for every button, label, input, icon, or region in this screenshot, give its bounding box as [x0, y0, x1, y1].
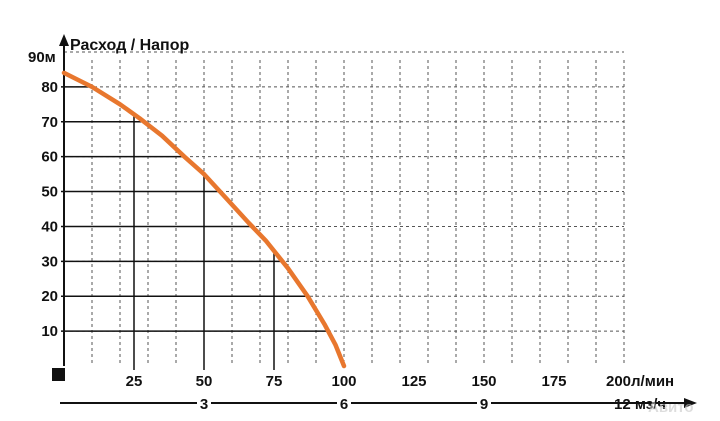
m3h-tick-label: 12 мз/ч	[614, 396, 666, 413]
curve-layer	[61, 70, 347, 369]
y-tick-label: 50	[41, 184, 58, 201]
y-tick-label: 60	[41, 149, 58, 166]
labels: 80 70 60 50 40 30 20 10 25 50 75 100 125 150 175 200л/м…	[41, 79, 674, 413]
m3h-axis-arrow	[684, 398, 697, 408]
y-tick-label: 20	[41, 288, 58, 305]
x-tick-label: 75	[266, 373, 283, 390]
reference-lines	[61, 86, 329, 370]
x-tick-label: 50	[196, 373, 213, 390]
m3h-tick-label: 9	[480, 396, 488, 413]
x-tick-label: 100	[331, 373, 356, 390]
y-tick-label: 30	[41, 253, 58, 270]
y-axis-top-label: 90м	[28, 49, 56, 66]
y-tick-label: 80	[41, 79, 58, 96]
m3h-tick-gap	[197, 395, 211, 411]
m3h-tick-gap	[477, 395, 491, 411]
y-tick-label: 70	[41, 114, 58, 131]
x-tick-label: 175	[541, 373, 566, 390]
y-tick-label: 40	[41, 218, 58, 235]
origin-marker	[52, 368, 65, 381]
y-tick-label: 10	[41, 323, 58, 340]
x-tick-label: 150	[471, 373, 496, 390]
x-tick-label: 25	[126, 373, 143, 390]
y-axis-arrow	[59, 34, 69, 46]
watermark: Авито	[648, 399, 694, 416]
x-tick-label: 200л/мин	[606, 373, 674, 390]
pump-curve-line	[61, 70, 347, 369]
chart-title: Расход / Напор	[70, 37, 189, 54]
m3h-tick-label: 3	[200, 396, 208, 413]
grid	[64, 51, 625, 366]
m3h-tick-label: 6	[340, 396, 348, 413]
x-tick-label: 125	[401, 373, 426, 390]
m3h-tick-gap	[337, 395, 351, 411]
axes	[59, 34, 697, 408]
